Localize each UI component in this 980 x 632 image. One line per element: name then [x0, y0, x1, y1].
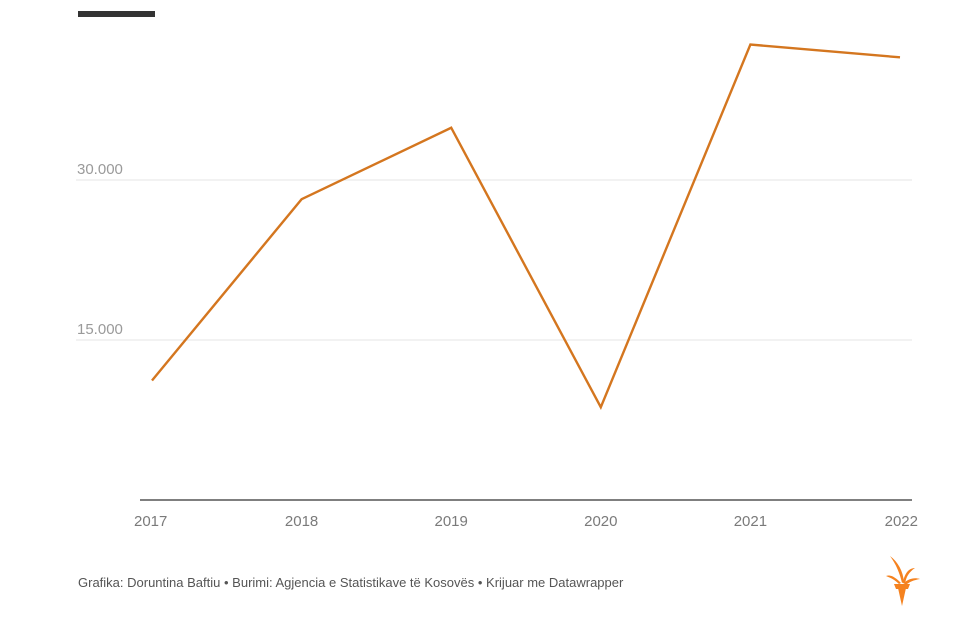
torch-logo-icon: [886, 556, 920, 606]
x-tick-label-2020: 2020: [584, 513, 617, 530]
footer-separator-1: •: [223, 575, 229, 590]
footer-source: Burimi: Agjencia e Statistikave të Kosov…: [232, 575, 475, 590]
x-tick-labels: 2017 2018 2019 2020 2021 2022: [134, 513, 918, 530]
x-tick-label-2021: 2021: [734, 513, 767, 530]
footer-tool: Krijuar me Datawrapper: [486, 575, 624, 590]
header-accent-bar: [78, 11, 155, 17]
series-line-0: [151, 43, 901, 411]
grid-layer: [76, 179, 912, 341]
footer-author: Grafika: Doruntina Baftiu: [78, 575, 221, 590]
y-tick-labels: 15.000 30.000: [77, 161, 123, 338]
chart-footer: Grafika: Doruntina Baftiu • Burimi: Agje…: [78, 575, 623, 590]
series-layer: [151, 43, 901, 411]
x-tick-label-2018: 2018: [285, 513, 318, 530]
line-chart: 15.000 30.000 2017 2018 2019 2020 2021 2022: [76, 43, 918, 530]
y-tick-label-1: 30.000: [77, 161, 123, 178]
x-tick-label-2022: 2022: [885, 513, 918, 530]
x-tick-label-2019: 2019: [435, 513, 468, 530]
y-tick-label-0: 15.000: [77, 321, 123, 338]
footer-separator-2: •: [477, 575, 483, 590]
x-tick-label-2017: 2017: [134, 513, 167, 530]
